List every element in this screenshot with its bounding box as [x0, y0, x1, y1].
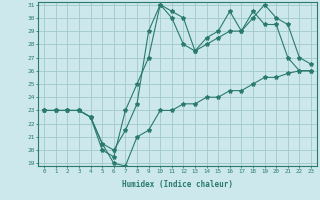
X-axis label: Humidex (Indice chaleur): Humidex (Indice chaleur): [122, 180, 233, 189]
